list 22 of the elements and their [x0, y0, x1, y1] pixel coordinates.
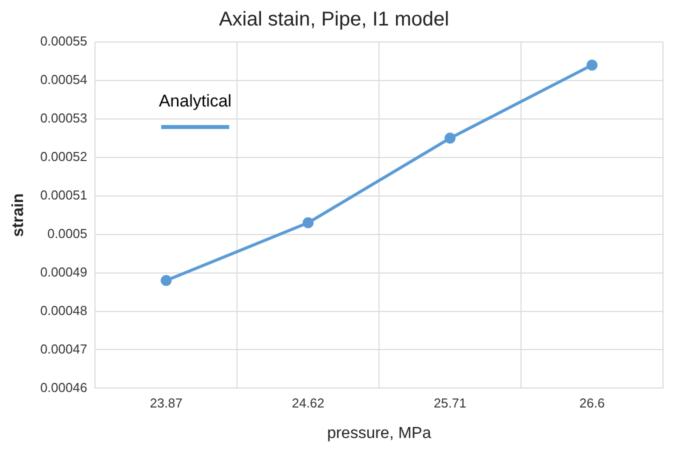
point — [444, 132, 456, 144]
y-tick-label: 0.00049 — [40, 264, 88, 280]
point — [160, 274, 172, 286]
y-tick-label: 0.00048 — [40, 302, 88, 318]
x-tick-label: 25.71 — [434, 396, 466, 411]
x-tick-label: 26.6 — [579, 396, 605, 411]
y-tick-label: 0.0005 — [47, 226, 88, 241]
y-axis-title: strain — [10, 193, 28, 237]
chart-title: Axial stain, Pipe, I1 model — [218, 8, 450, 31]
x-axis-title: pressure, MPa — [327, 424, 432, 442]
point — [302, 217, 314, 228]
y-tick-label: 0.00052 — [40, 148, 88, 164]
x-tick-label: 23.87 — [150, 396, 182, 411]
y-tick-label: 0.00046 — [40, 380, 88, 395]
text: Analytical — [158, 92, 232, 111]
y-tick-label: 0.00054 — [40, 72, 88, 88]
y-tick-label: 0.00047 — [40, 341, 88, 356]
y-tick-label: 0.00053 — [40, 110, 88, 126]
point — [586, 60, 598, 71]
x-tick-label: 24.62 — [292, 396, 324, 411]
y-tick-label: 0.00055 — [40, 34, 88, 49]
y-tick-label: 0.00051 — [40, 187, 88, 202]
